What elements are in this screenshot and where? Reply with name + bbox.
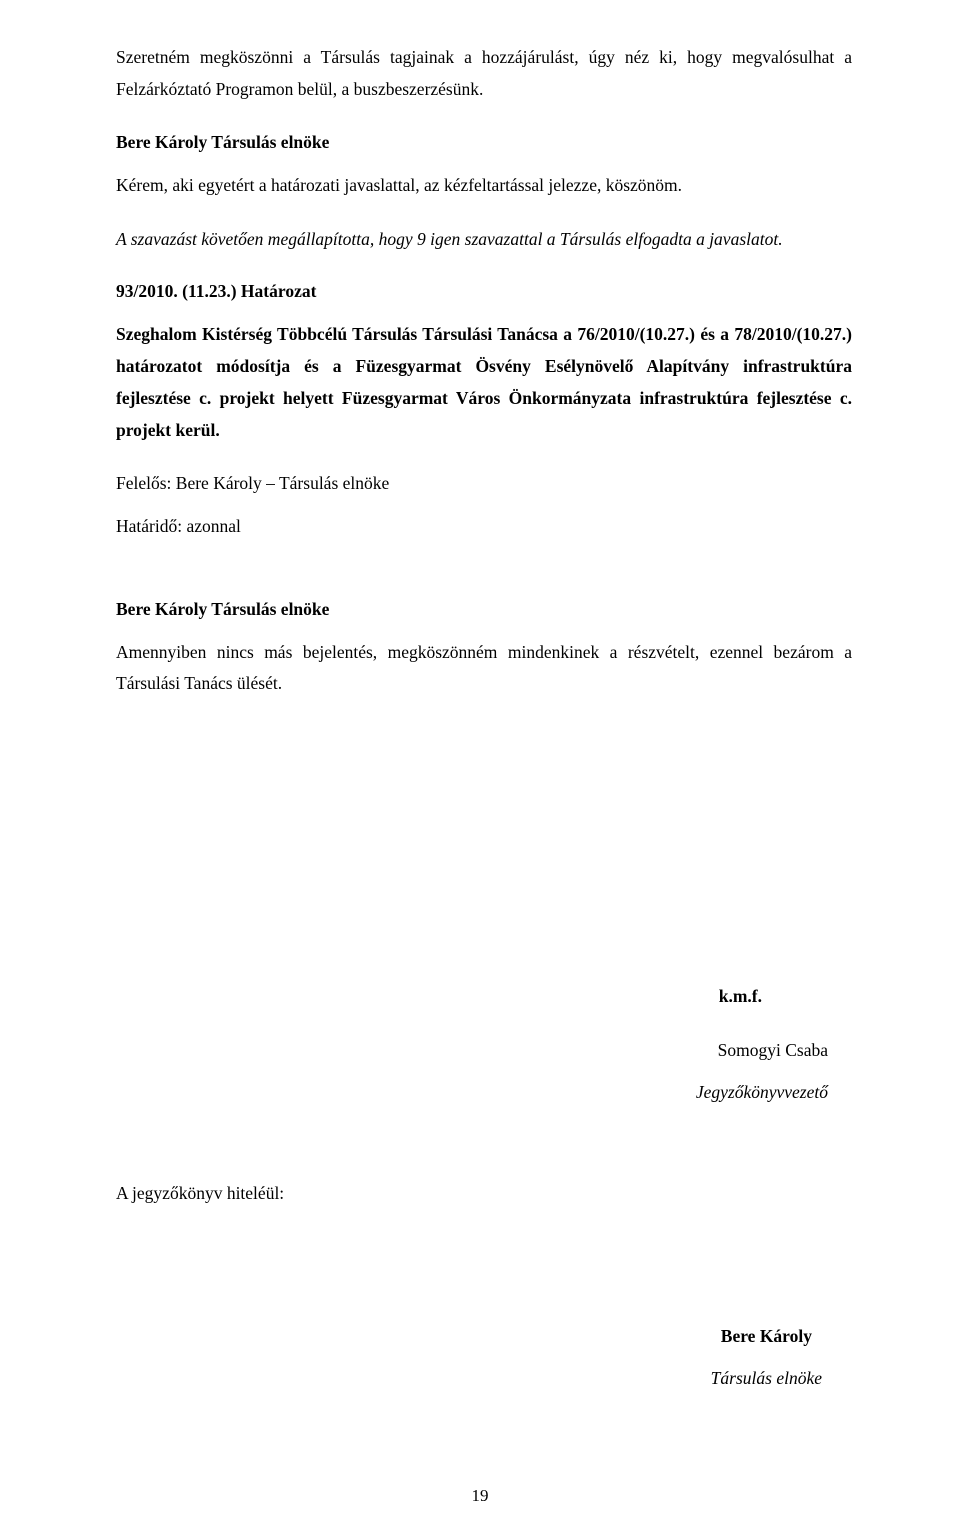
spacer	[116, 1232, 852, 1322]
document-page: Szeretném megköszönni a Társulás tagjain…	[0, 0, 960, 1537]
vote-result-paragraph: A szavazást követően megállapította, hog…	[116, 224, 852, 256]
spacer	[116, 1024, 852, 1036]
signatory-2-role: Társulás elnöke	[116, 1364, 822, 1392]
kmf-line: k.m.f.	[116, 982, 762, 1010]
signatory-1-role: Jegyzőkönyvvezető	[116, 1078, 828, 1106]
speaker-heading-1: Bere Károly Társulás elnöke	[116, 128, 852, 156]
speaker-heading-2: Bere Károly Társulás elnöke	[116, 595, 852, 623]
resolution-number: 93/2010. (11.23.) Határozat	[116, 277, 852, 305]
intro-paragraph: Szeretném megköszönni a Társulás tagjain…	[116, 42, 852, 106]
spacer	[116, 1120, 852, 1178]
certification-line: A jegyzőkönyv hiteléül:	[116, 1178, 852, 1210]
responsible-line: Felelős: Bere Károly – Társulás elnöke	[116, 469, 852, 497]
signatory-1-name: Somogyi Csaba	[116, 1036, 828, 1064]
deadline-line: Határidő: azonnal	[116, 511, 852, 543]
request-paragraph: Kérem, aki egyetért a határozati javasla…	[116, 170, 852, 202]
resolution-body: Szeghalom Kistérség Többcélú Társulás Tá…	[116, 319, 852, 446]
closing-paragraph: Amennyiben nincs más bejelentés, megkösz…	[116, 637, 852, 701]
page-number: 19	[0, 1482, 960, 1509]
signatory-2-name: Bere Károly	[116, 1322, 812, 1350]
spacer	[116, 565, 852, 595]
spacer	[116, 722, 852, 982]
